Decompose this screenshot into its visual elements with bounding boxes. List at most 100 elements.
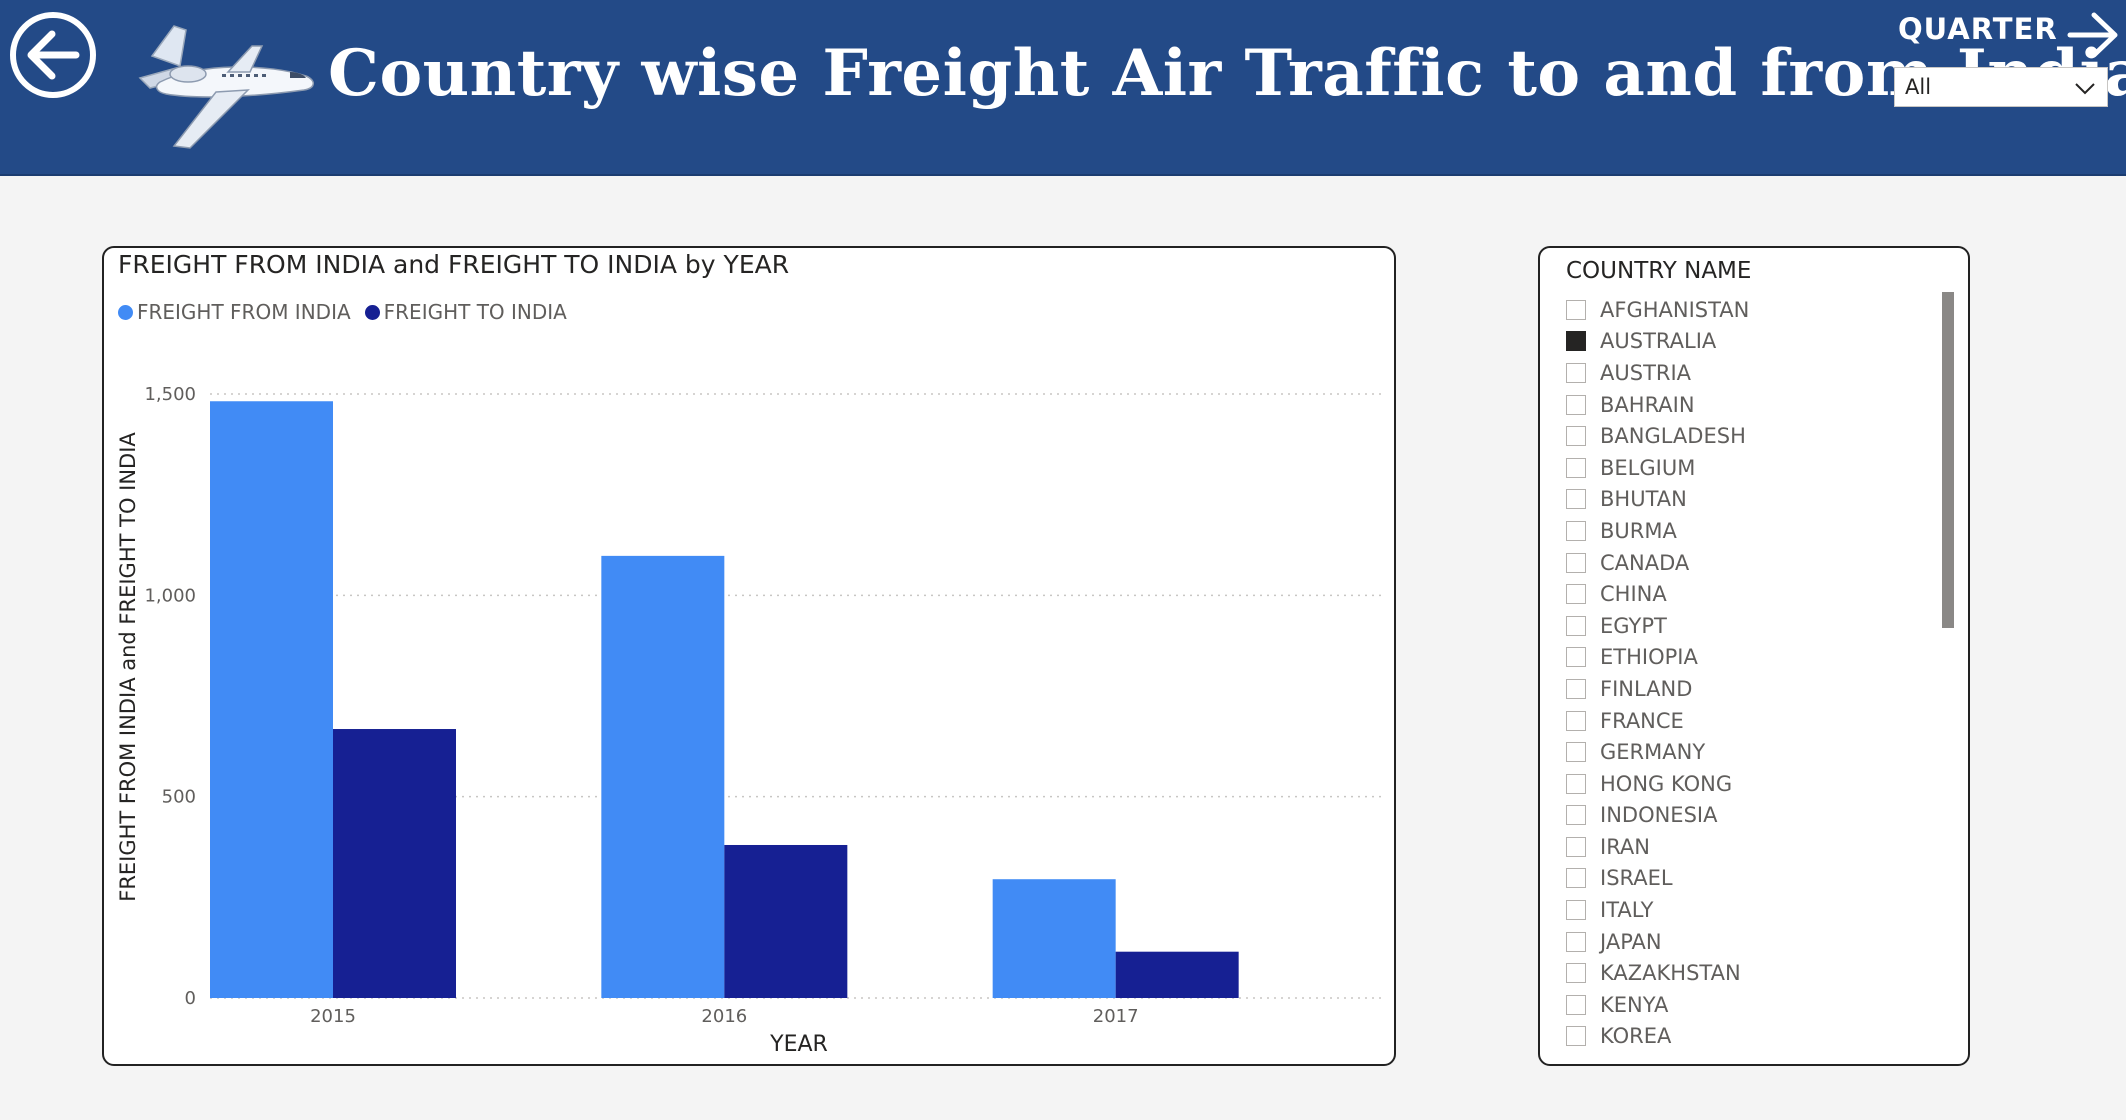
country-list: AFGHANISTAN AUSTRALIA AUSTRIA BAHRAIN BANGLA…	[1566, 294, 1926, 1059]
back-button[interactable]	[8, 10, 98, 100]
bar-freight-to-2015[interactable]	[333, 729, 456, 998]
country-option[interactable]: CANADA	[1566, 547, 1926, 579]
arrow-left-circle-icon	[10, 12, 96, 98]
country-option[interactable]: JAPAN	[1566, 926, 1926, 958]
country-option-label: KOREA	[1600, 1024, 1672, 1049]
checkbox[interactable]	[1566, 615, 1586, 636]
country-option-label: CHINA	[1600, 582, 1667, 607]
country-option[interactable]: BHUTAN	[1566, 484, 1926, 516]
x-tick-label: 2016	[701, 1006, 747, 1027]
country-option-label: KAZAKHSTAN	[1600, 961, 1741, 986]
checkbox[interactable]	[1566, 742, 1586, 763]
country-option-label: FRANCE	[1600, 708, 1684, 733]
country-option[interactable]: BURMA	[1566, 515, 1926, 547]
country-option[interactable]: HONG KONG	[1566, 768, 1926, 800]
country-option-label: BHUTAN	[1600, 487, 1687, 512]
country-option-label: AUSTRIA	[1600, 360, 1692, 385]
x-axis-title: YEAR	[769, 1032, 828, 1057]
country-option-label: FINLAND	[1600, 676, 1693, 701]
country-option-label: IRAN	[1600, 834, 1651, 859]
checkbox[interactable]	[1566, 805, 1586, 826]
chart-legend: FREIGHT FROM INDIA FREIGHT TO INDIA	[118, 300, 567, 324]
country-option-label: HONG KONG	[1600, 771, 1733, 796]
country-option[interactable]: KAZAKHSTAN	[1566, 957, 1926, 989]
country-option-label: GERMANY	[1600, 740, 1706, 765]
country-option-label: JAPAN	[1600, 929, 1662, 954]
country-option[interactable]: ITALY	[1566, 894, 1926, 926]
country-option[interactable]: AUSTRALIA	[1566, 326, 1926, 358]
checkbox[interactable]	[1566, 394, 1586, 415]
country-option-label: ITALY	[1600, 898, 1654, 923]
checkbox[interactable]	[1566, 331, 1586, 352]
page-title: Country wise Freight Air Traffic to and …	[328, 36, 2126, 111]
quarter-filter-label: QUARTER	[1898, 12, 2058, 46]
country-option-label: CANADA	[1600, 550, 1690, 575]
legend-item-freight-to[interactable]: FREIGHT TO INDIA	[364, 300, 567, 324]
bar-freight-from-2015[interactable]	[210, 401, 333, 998]
country-option[interactable]: AUSTRIA	[1566, 357, 1926, 389]
country-option-label: INDONESIA	[1600, 803, 1718, 828]
country-option[interactable]: BANGLADESH	[1566, 420, 1926, 452]
checkbox[interactable]	[1566, 552, 1586, 573]
country-option[interactable]: FINLAND	[1566, 673, 1926, 705]
bar-freight-to-2017[interactable]	[1115, 951, 1239, 998]
bar-freight-from-2017[interactable]	[992, 879, 1116, 998]
checkbox[interactable]	[1566, 931, 1586, 952]
checkbox[interactable]	[1566, 426, 1586, 447]
checkbox[interactable]	[1566, 994, 1586, 1015]
country-option[interactable]: ISRAEL	[1566, 863, 1926, 895]
checkbox[interactable]	[1566, 836, 1586, 857]
legend-item-freight-from[interactable]: FREIGHT FROM INDIA	[118, 300, 351, 324]
header-bar: Country wise Freight Air Traffic to and …	[0, 0, 2126, 176]
checkbox[interactable]	[1566, 362, 1586, 383]
freight-chart-card: FREIGHT FROM INDIA and FREIGHT TO INDIA …	[102, 246, 1396, 1066]
country-option[interactable]: ETHIOPIA	[1566, 642, 1926, 674]
bar-freight-from-2016[interactable]	[601, 555, 725, 998]
country-option-label: ETHIOPIA	[1600, 645, 1698, 670]
next-page-button[interactable]	[2066, 10, 2120, 60]
bar-chart: 0 500 1,000 1,500 2015 2016 2017 FREIGHT FROM…	[116, 384, 1384, 1057]
x-tick-label: 2015	[310, 1006, 356, 1027]
country-option-label: ISRAEL	[1600, 866, 1673, 891]
checkbox[interactable]	[1566, 773, 1586, 794]
legend-label-freight-from: FREIGHT FROM INDIA	[137, 300, 351, 324]
y-tick-label: 0	[185, 988, 196, 1009]
country-option[interactable]: IRAN	[1566, 831, 1926, 863]
checkbox[interactable]	[1566, 457, 1586, 478]
country-option[interactable]: AFGHANISTAN	[1566, 294, 1926, 326]
y-tick-label: 1,500	[144, 384, 196, 405]
checkbox[interactable]	[1566, 678, 1586, 699]
country-option-label: BURMA	[1600, 518, 1677, 543]
country-option[interactable]: INDONESIA	[1566, 800, 1926, 832]
airplane-icon	[138, 25, 314, 149]
country-option[interactable]: BELGIUM	[1566, 452, 1926, 484]
y-axis-title: FREIGHT FROM INDIA and FREIGHT TO INDIA	[116, 432, 140, 902]
country-option[interactable]: KENYA	[1566, 989, 1926, 1021]
y-tick-label: 1,000	[144, 585, 196, 606]
checkbox[interactable]	[1566, 584, 1586, 605]
legend-dot-freight-from	[118, 304, 133, 320]
country-option[interactable]: BAHRAIN	[1566, 389, 1926, 421]
country-option-label: BAHRAIN	[1600, 392, 1695, 417]
checkbox[interactable]	[1566, 963, 1586, 984]
slicer-scrollbar[interactable]	[1942, 292, 1954, 628]
checkbox[interactable]	[1566, 900, 1586, 921]
country-option[interactable]: EGYPT	[1566, 610, 1926, 642]
quarter-dropdown[interactable]: All	[1894, 67, 2108, 107]
country-option[interactable]: FRANCE	[1566, 705, 1926, 737]
checkbox[interactable]	[1566, 647, 1586, 668]
checkbox[interactable]	[1566, 520, 1586, 541]
x-tick-label: 2017	[1093, 1006, 1139, 1027]
checkbox[interactable]	[1566, 299, 1586, 320]
checkbox[interactable]	[1566, 489, 1586, 510]
checkbox[interactable]	[1566, 868, 1586, 889]
legend-label-freight-to: FREIGHT TO INDIA	[383, 300, 567, 324]
country-option[interactable]: KOREA	[1566, 1021, 1926, 1053]
country-option-label: BELGIUM	[1600, 455, 1696, 480]
country-option[interactable]: CHINA	[1566, 578, 1926, 610]
country-option[interactable]: GERMANY	[1566, 736, 1926, 768]
checkbox[interactable]	[1566, 1026, 1586, 1047]
bar-freight-to-2016[interactable]	[724, 844, 848, 998]
country-option-label: AUSTRALIA	[1600, 329, 1717, 354]
checkbox[interactable]	[1566, 710, 1586, 731]
